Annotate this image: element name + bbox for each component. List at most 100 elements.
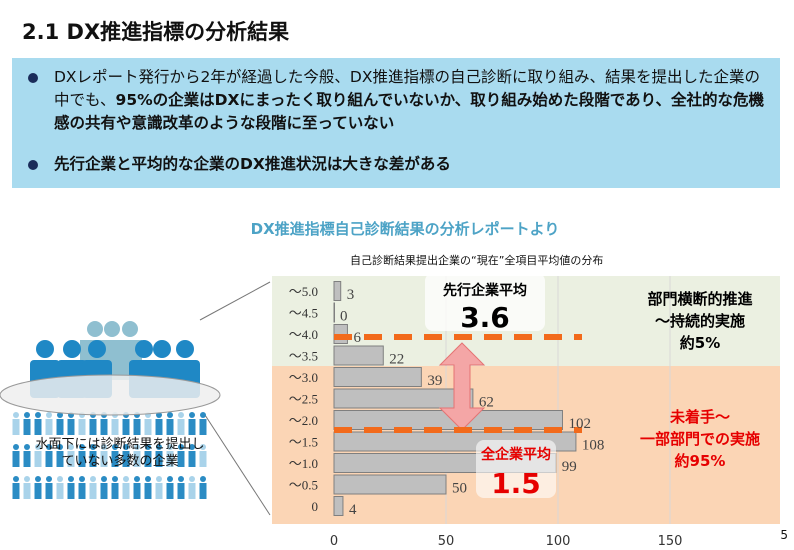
person-icon	[144, 419, 152, 435]
bullet-1: DXレポート発行から2年が経過した今般、DX推進指標の自己診断に取り組み、結果を…	[28, 66, 768, 135]
bar	[333, 281, 342, 301]
person-icon	[67, 483, 75, 499]
person-icon	[155, 451, 163, 467]
x-tick-label: 150	[658, 534, 683, 549]
person-icon	[111, 483, 119, 499]
person-icon	[34, 451, 42, 467]
person-icon	[78, 483, 86, 499]
person-icon	[35, 412, 41, 418]
person-icon	[67, 451, 75, 467]
person-icon	[68, 476, 74, 482]
person-icon	[46, 412, 52, 418]
data-label: 99	[562, 459, 577, 475]
person-icon	[104, 321, 120, 337]
person-icon	[90, 476, 96, 482]
person-icon	[35, 476, 41, 482]
person-icon	[145, 444, 151, 450]
bar	[333, 474, 447, 495]
category-label: 〜3.5	[289, 349, 318, 364]
person-icon	[156, 476, 162, 482]
person-icon	[56, 419, 64, 435]
data-label: 6	[353, 330, 361, 346]
person-icon	[177, 451, 185, 467]
leader-box	[425, 273, 545, 331]
person-icon	[188, 483, 196, 499]
person-icon	[199, 451, 207, 467]
upper-region-label: 部門横断的推進	[647, 290, 753, 308]
person-icon	[177, 419, 185, 435]
leader-value: 3.6	[460, 301, 510, 334]
data-label: 4	[349, 502, 357, 518]
category-label: 0	[312, 499, 319, 514]
person-icon	[23, 451, 31, 467]
person-icon	[89, 483, 97, 499]
person-icon	[46, 444, 52, 450]
data-label: 102	[568, 416, 591, 432]
person-icon	[23, 419, 31, 435]
bullet-1-text: DXレポート発行から2年が経過した今般、DX推進指標の自己診断に取り組み、結果を…	[54, 68, 760, 109]
person-icon	[199, 483, 207, 499]
person-icon	[100, 483, 108, 499]
person-icon	[79, 444, 85, 450]
person-icon	[134, 476, 140, 482]
person-icon	[122, 483, 130, 499]
person-icon	[23, 483, 31, 499]
person-icon	[46, 476, 52, 482]
person-icon	[12, 419, 20, 435]
person-icon	[167, 444, 173, 450]
person-icon	[167, 412, 173, 418]
x-tick-label: 0	[330, 534, 338, 549]
average-value: 1.5	[491, 467, 541, 500]
person-icon	[166, 451, 174, 467]
person-icon	[34, 419, 42, 435]
person-icon	[45, 483, 53, 499]
person-icon	[167, 476, 173, 482]
average-box	[476, 440, 556, 498]
person-icon	[155, 483, 163, 499]
person-icon	[112, 444, 118, 450]
bullet-2: 先行企業と平均的な企業のDX推進状況は大きな差がある	[28, 153, 768, 176]
person-icon	[122, 321, 138, 337]
person-icon	[178, 444, 184, 450]
person-icon	[144, 483, 152, 499]
person-icon	[87, 321, 103, 337]
person-icon	[166, 483, 174, 499]
bar	[333, 345, 384, 366]
category-label: 〜3.0	[289, 370, 318, 385]
chart-source-subtitle: DX推進指標自己診断結果の分析レポートより	[250, 220, 560, 238]
person-icon	[145, 476, 151, 482]
person-icon	[89, 451, 97, 467]
data-label: 50	[452, 481, 467, 497]
upper-region-label: 約5%	[680, 334, 720, 352]
person-icon	[200, 476, 206, 482]
person-icon	[178, 412, 184, 418]
category-label: 〜2.5	[289, 392, 318, 407]
person-icon	[68, 444, 74, 450]
page-number: 5	[780, 528, 788, 542]
person-icon	[188, 419, 196, 435]
person-icon	[123, 476, 129, 482]
person-icon	[199, 419, 207, 435]
person-icon	[57, 476, 63, 482]
person-icon	[111, 419, 119, 435]
person-icon	[111, 451, 119, 467]
water-surface-icon	[0, 374, 221, 416]
people-illustration	[0, 281, 271, 516]
person-icon	[13, 476, 19, 482]
person-icon	[13, 412, 19, 418]
person-icon	[34, 483, 42, 499]
person-icon	[79, 476, 85, 482]
person-icon	[78, 451, 86, 467]
person-icon	[178, 476, 184, 482]
person-icon	[24, 444, 30, 450]
person-icon	[122, 451, 130, 467]
person-icon	[200, 412, 206, 418]
person-icon	[100, 451, 108, 467]
summary-box: DXレポート発行から2年が経過した今般、DX推進指標の自己診断に取り組み、結果を…	[12, 58, 780, 188]
person-icon	[67, 419, 75, 435]
data-label: 22	[389, 352, 404, 368]
category-label: 〜4.0	[289, 327, 318, 342]
upper-region-label: 〜持続的実施	[655, 312, 745, 330]
person-icon	[56, 451, 64, 467]
